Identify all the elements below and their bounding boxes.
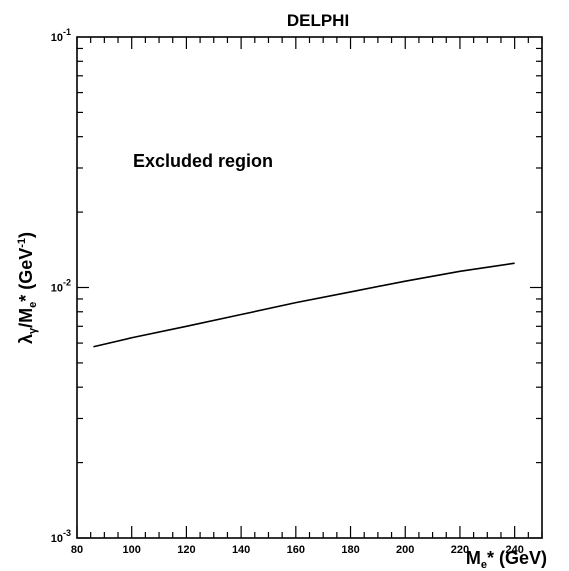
- x-tick-label: 220: [451, 544, 469, 556]
- x-tick-label: 200: [396, 544, 414, 556]
- chart-title: DELPHI: [287, 11, 349, 30]
- x-tick-label: 80: [71, 544, 83, 556]
- x-tick-label: 120: [177, 544, 195, 556]
- tick-labels: 80 100 120 140 160 180 200 220 240 10-3 10-2 10-1: [51, 27, 524, 556]
- exclusion-limit-line: [93, 262, 515, 348]
- x-tick-label: 100: [123, 544, 141, 556]
- x-axis-label: Me* (GeV): [466, 548, 547, 571]
- y-tick-label: 10-3: [51, 528, 71, 545]
- y-tick-label: 10-1: [51, 27, 71, 44]
- plot-frame: [76, 36, 543, 539]
- axis-ticks: [76, 37, 543, 539]
- x-tick-label: 140: [232, 544, 250, 556]
- x-tick-label: 180: [341, 544, 359, 556]
- y-axis-label: λγ/Me* (GeV-1): [16, 232, 39, 344]
- x-tick-label: 160: [287, 544, 305, 556]
- x-tick-label: 240: [505, 544, 523, 556]
- y-tick-label: 10-2: [51, 278, 71, 295]
- excluded-region-label: Excluded region: [133, 151, 273, 171]
